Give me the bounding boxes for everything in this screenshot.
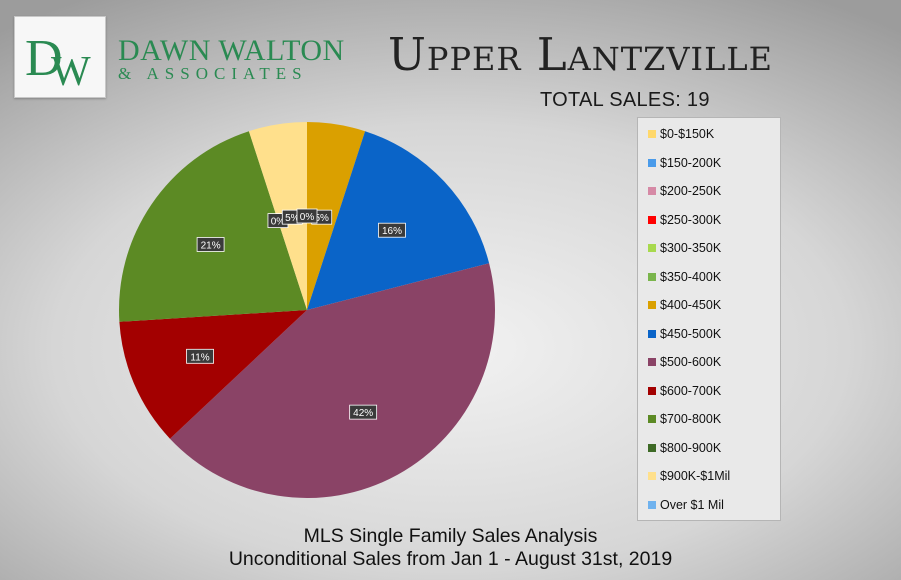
legend-item: $400-450K bbox=[648, 297, 721, 313]
pie-data-label: 0% bbox=[296, 208, 318, 224]
legend-item: $900K-$1Mil bbox=[648, 468, 730, 484]
legend-swatch bbox=[648, 244, 656, 252]
legend-label: $0-$150K bbox=[660, 127, 715, 141]
legend-label: $600-700K bbox=[660, 383, 722, 398]
legend-item: Over $1 Mil bbox=[648, 497, 724, 513]
legend-item: $0-$150K bbox=[648, 126, 714, 142]
pie-slice bbox=[307, 122, 366, 310]
brand-sub: & ASSOCIATES bbox=[118, 64, 308, 83]
legend-label: $350-400K bbox=[660, 269, 722, 284]
svg-text:21%: 21% bbox=[201, 240, 221, 251]
footer-line-2: Unconditional Sales from Jan 1 - August … bbox=[228, 548, 673, 570]
legend-swatch bbox=[648, 358, 656, 366]
legend-item: $700-800K bbox=[648, 411, 721, 427]
legend-swatch bbox=[648, 272, 656, 281]
pie-data-label: 21% bbox=[196, 237, 225, 252]
legend-label: $200-250K bbox=[660, 184, 722, 198]
legend-label: $900K-$1Mil bbox=[660, 469, 731, 483]
legend-label: $300-350K bbox=[660, 241, 722, 255]
legend-label: $800-900K bbox=[660, 440, 722, 455]
legend-item: $200-250K bbox=[648, 183, 721, 199]
legend-swatch bbox=[648, 187, 656, 195]
legend-label: $250-300K bbox=[660, 212, 722, 227]
svg-text:11%: 11% bbox=[190, 352, 209, 363]
legend-item: $300-350K bbox=[648, 240, 721, 256]
legend-item: $150-200K bbox=[648, 155, 721, 171]
legend-swatch bbox=[648, 472, 656, 480]
legend-swatch bbox=[648, 301, 656, 309]
pie-slice bbox=[169, 263, 495, 498]
legend-swatch bbox=[648, 415, 656, 423]
chart-legend: $0-$150K $150-200K $200-250K $250-300K $300-… bbox=[637, 117, 781, 521]
svg-text:0%: 0% bbox=[300, 212, 315, 223]
legend-label: $700-800K bbox=[660, 412, 722, 426]
pie-slice bbox=[119, 310, 307, 439]
legend-item: $450-500K bbox=[648, 326, 721, 342]
brand-wordmark: DAWN WALTON & ASSOCIATES bbox=[118, 36, 345, 83]
legend-swatch bbox=[648, 130, 656, 138]
legend-swatch bbox=[648, 386, 656, 395]
legend-swatch bbox=[648, 158, 656, 167]
legend-label: $150-200K bbox=[660, 155, 722, 170]
footer-line-1: MLS Single Family Sales Analysis bbox=[303, 525, 598, 547]
svg-text:5%: 5% bbox=[285, 213, 300, 224]
legend-label: $450-500K bbox=[660, 326, 722, 341]
brand-logo: D W bbox=[14, 16, 106, 98]
chart-title: Upper Lantzville bbox=[388, 28, 773, 81]
pie-data-label: 16% bbox=[378, 222, 406, 238]
legend-item: $800-900K bbox=[648, 440, 721, 456]
legend-item: $250-300K bbox=[648, 212, 721, 228]
legend-label: Over $1 Mil bbox=[660, 497, 724, 512]
svg-text:5%: 5% bbox=[314, 213, 329, 224]
legend-label: $500-600K bbox=[660, 355, 722, 369]
legend-swatch bbox=[648, 500, 656, 509]
pie-data-label: 11% bbox=[186, 348, 214, 364]
pie-slice bbox=[307, 131, 490, 310]
legend-swatch bbox=[648, 443, 656, 452]
logo-d-glyph: D bbox=[25, 30, 63, 87]
legend-swatch bbox=[648, 329, 656, 338]
svg-text:0%: 0% bbox=[271, 217, 286, 228]
legend-swatch bbox=[648, 215, 656, 224]
legend-item: $600-700K bbox=[648, 383, 721, 399]
brand-name: DAWN WALTON bbox=[118, 34, 345, 67]
svg-text:42%: 42% bbox=[353, 408, 373, 419]
chart-subtitle: TOTAL SALES: 19 bbox=[540, 89, 710, 111]
logo-w-glyph: W bbox=[51, 49, 91, 95]
pie-slice bbox=[118, 131, 307, 322]
legend-item: $350-400K bbox=[648, 269, 721, 285]
pie-data-label: 42% bbox=[349, 404, 378, 420]
svg-text:16%: 16% bbox=[382, 226, 402, 237]
legend-label: $400-450K bbox=[660, 298, 722, 312]
legend-item: $500-600K bbox=[648, 354, 721, 370]
